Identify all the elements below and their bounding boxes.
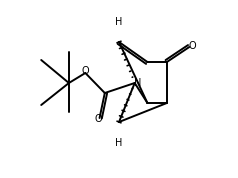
Text: O: O <box>94 114 102 124</box>
Text: H: H <box>115 17 123 27</box>
Text: O: O <box>188 41 196 51</box>
Text: N: N <box>134 78 142 88</box>
Text: O: O <box>82 66 89 76</box>
Text: H: H <box>115 138 123 148</box>
